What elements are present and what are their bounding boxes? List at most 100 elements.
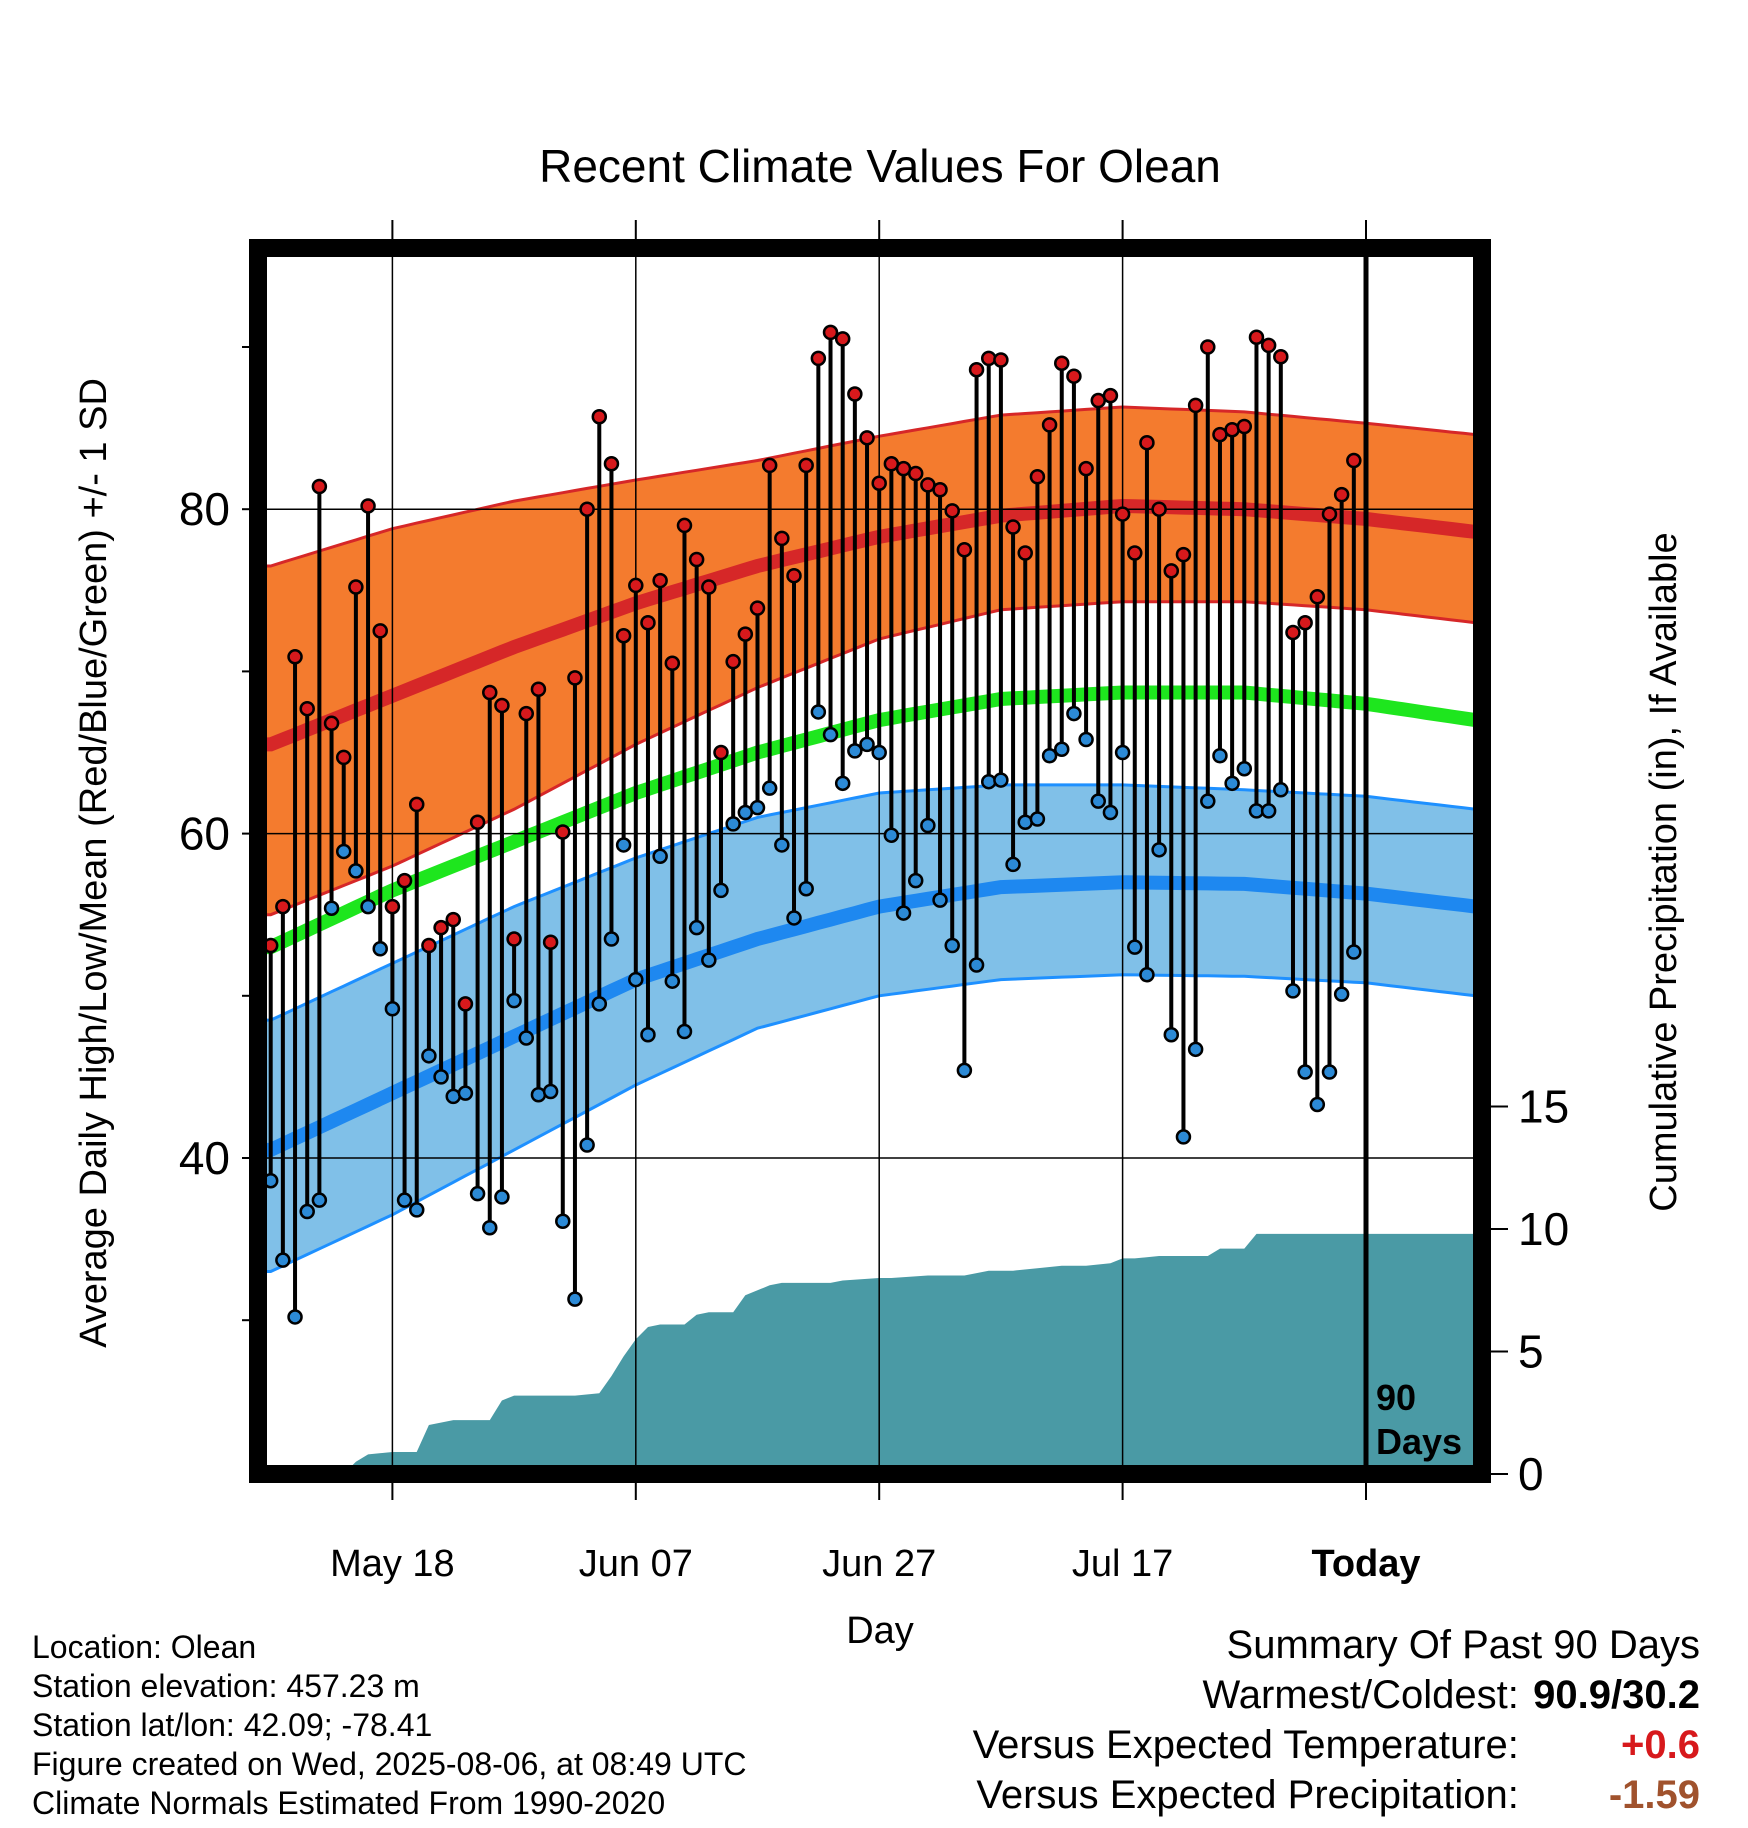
low-point xyxy=(372,941,388,957)
high-point xyxy=(1054,355,1070,371)
high-point xyxy=(859,430,875,446)
low-point xyxy=(360,898,376,915)
plot-frame xyxy=(249,239,1491,1483)
low-point xyxy=(1114,744,1131,761)
low-point xyxy=(993,772,1009,788)
low-sd-lower-edge xyxy=(258,973,1482,1273)
high-point xyxy=(287,649,303,665)
high-point xyxy=(445,911,461,928)
low-point xyxy=(1102,804,1119,821)
low-point xyxy=(1151,842,1167,858)
low-point xyxy=(555,1213,571,1230)
high-point xyxy=(275,898,291,915)
high-point xyxy=(1066,368,1082,384)
high-point xyxy=(1187,397,1204,414)
low-point xyxy=(1273,782,1289,798)
y-tick-label: 40 xyxy=(179,1132,230,1184)
x-tick-label: Jun 27 xyxy=(822,1543,936,1585)
high-point xyxy=(944,503,960,519)
low-point xyxy=(1005,856,1021,873)
low-point xyxy=(567,1291,583,1307)
chart-title: Recent Climate Values For Olean xyxy=(539,140,1221,192)
high-point xyxy=(810,350,827,367)
location-text: Location: Olean xyxy=(32,1629,257,1665)
low-point xyxy=(761,780,778,796)
x-tick-label: Today xyxy=(1311,1543,1420,1585)
low-point xyxy=(786,910,802,926)
precip-area xyxy=(270,1233,1476,1474)
high-point xyxy=(725,653,741,670)
high-point xyxy=(1114,506,1131,522)
low-point xyxy=(834,775,851,792)
high-point xyxy=(482,684,498,701)
station-info: Location: Olean Station elevation: 457.2… xyxy=(32,1628,746,1823)
high-point xyxy=(1078,460,1094,477)
high-point xyxy=(907,465,924,482)
high-point xyxy=(530,681,547,697)
low-point xyxy=(1029,811,1046,827)
high-point xyxy=(1236,418,1253,435)
high-point xyxy=(1127,545,1143,561)
low-point xyxy=(1127,939,1143,955)
low-point xyxy=(299,1203,315,1220)
low-point xyxy=(421,1048,437,1064)
high-point xyxy=(956,542,973,558)
x-tick-label: May 18 xyxy=(330,1543,455,1585)
high-point xyxy=(1163,563,1180,579)
low-point xyxy=(774,837,790,853)
low-point xyxy=(640,1026,656,1043)
high-point xyxy=(786,567,802,584)
low-point xyxy=(457,1085,474,1101)
high-point xyxy=(968,361,985,378)
warmest-label: Warmest/Coldest: xyxy=(1202,1673,1519,1717)
high-point xyxy=(798,457,814,474)
high-sd-band xyxy=(258,407,1482,915)
low-point xyxy=(628,971,644,988)
low-point xyxy=(1309,1096,1326,1113)
high-point xyxy=(688,551,705,568)
low-point xyxy=(847,743,863,759)
high-point xyxy=(506,931,522,947)
low-point xyxy=(1163,1026,1180,1043)
low-point xyxy=(482,1219,498,1236)
high-point xyxy=(323,715,340,732)
low-point xyxy=(895,905,912,921)
high-point xyxy=(664,655,681,672)
low-point xyxy=(323,900,340,916)
y2-tick-label: 15 xyxy=(1518,1081,1569,1133)
low-point xyxy=(907,872,924,889)
high-point xyxy=(591,408,608,425)
low-point xyxy=(1066,705,1082,722)
high-point xyxy=(1041,417,1058,433)
high-point xyxy=(834,331,851,347)
high-point xyxy=(1309,589,1326,605)
high-point xyxy=(469,814,486,830)
low-point xyxy=(579,1137,595,1153)
high-point xyxy=(1297,614,1313,631)
high-point xyxy=(701,579,717,595)
high-point xyxy=(555,824,571,840)
precip-label: Versus Expected Precipitation: xyxy=(976,1773,1519,1817)
low-point xyxy=(883,827,900,843)
high-point xyxy=(1285,624,1301,641)
x-tick-label: Jul 17 xyxy=(1072,1543,1173,1585)
summary-temp-row: Versus Expected Temperature: +0.6 xyxy=(973,1720,1700,1770)
today-days-number: 90 xyxy=(1376,1377,1416,1418)
low-point xyxy=(408,1202,425,1218)
low-sd-band xyxy=(258,784,1482,1272)
high-point xyxy=(1346,452,1362,469)
low-point xyxy=(956,1062,973,1079)
low-point xyxy=(1321,1064,1338,1080)
high-point xyxy=(871,475,887,491)
low-point xyxy=(798,880,814,897)
x-axis-label: Day xyxy=(846,1610,914,1652)
high-point xyxy=(847,386,863,402)
low-point xyxy=(664,973,681,989)
high-point xyxy=(1333,486,1350,503)
high-point xyxy=(348,579,364,595)
temp-label: Versus Expected Temperature: xyxy=(972,1723,1519,1767)
low-point xyxy=(494,1189,510,1205)
high-point xyxy=(1029,469,1046,485)
